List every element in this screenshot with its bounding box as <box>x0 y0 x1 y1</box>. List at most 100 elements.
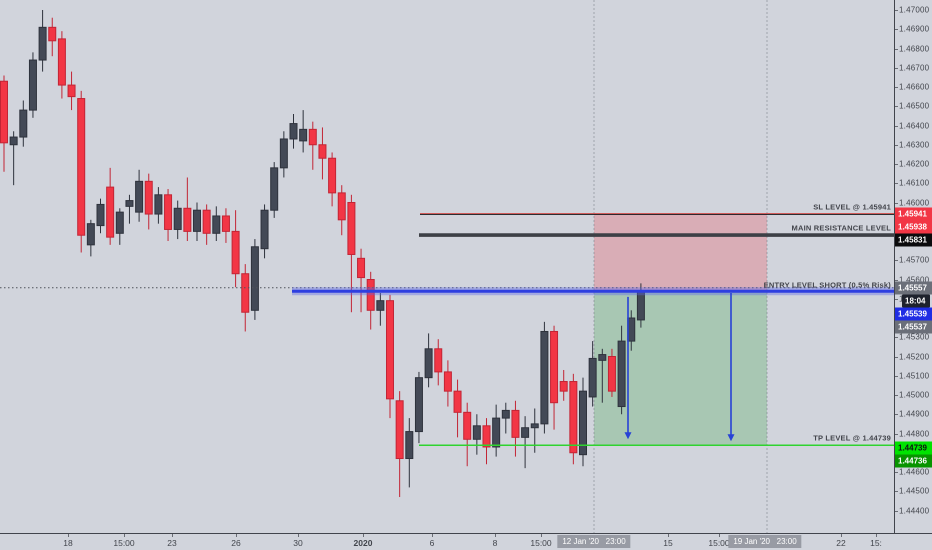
price-tick-mark <box>895 87 898 88</box>
entry-level-label: ENTRY LEVEL SHORT (0.5% Risk) <box>763 280 891 290</box>
price-level-badge: 1.45831 <box>895 233 932 247</box>
candle <box>472 414 481 455</box>
price-tick-mark <box>895 183 898 185</box>
candle <box>173 200 182 240</box>
candle <box>67 71 76 111</box>
time-tick-label: 26 <box>231 538 241 548</box>
price-level-badge: 1.45539 <box>895 307 932 321</box>
down-arrow[interactable] <box>624 296 632 440</box>
price-tick-label: 1.44400 <box>899 506 930 515</box>
price-tick-mark <box>895 125 898 127</box>
candle <box>337 185 346 236</box>
price-tick-mark <box>895 10 898 11</box>
price-tick-label: 1.46900 <box>899 24 930 34</box>
time-axis[interactable]: 18 15:00 23 26 30 2020 6 8 15:00 15 15:00 22 15: 12 J… <box>0 533 932 550</box>
price-tick-label: 1.46400 <box>899 121 930 130</box>
candle <box>48 17 57 57</box>
candle <box>598 348 607 403</box>
candle <box>501 402 510 434</box>
time-tick-mark <box>541 534 542 537</box>
price-tick-mark <box>895 202 898 204</box>
candle <box>414 371 423 444</box>
price-tick-mark <box>895 433 898 435</box>
candle <box>183 177 192 241</box>
candle <box>559 369 568 401</box>
main-resistance-label: MAIN RESISTANCE LEVEL <box>791 223 891 233</box>
candle <box>77 90 86 253</box>
candle <box>308 121 317 170</box>
candle <box>86 219 95 257</box>
candle <box>530 408 539 453</box>
candle <box>289 113 298 149</box>
candle <box>231 210 240 288</box>
candle <box>588 341 597 407</box>
time-tick-mark <box>841 534 842 537</box>
price-tick-mark <box>895 510 898 512</box>
candle <box>260 204 269 259</box>
price-tick-label: 1.46800 <box>899 44 930 53</box>
time-tick-label: 8 <box>492 538 498 548</box>
candle <box>511 400 520 457</box>
candle <box>318 127 327 180</box>
tp-level-label: TP LEVEL @ 1.44739 <box>813 433 891 443</box>
time-tick-label: 2020 <box>353 538 373 548</box>
time-tick-label: 15 <box>663 538 673 548</box>
down-arrow[interactable] <box>727 292 735 442</box>
candle <box>125 194 134 224</box>
candle <box>492 404 501 457</box>
candle <box>395 391 404 498</box>
price-tick-mark <box>895 337 898 339</box>
time-tick-label: 6 <box>429 538 435 548</box>
price-tick-label: 1.45200 <box>899 352 930 361</box>
price-tick-label: 1.46500 <box>899 101 930 111</box>
sl-level-label: SL LEVEL @ 1.45941 <box>813 202 891 212</box>
candle <box>202 204 211 245</box>
time-tick-mark <box>432 534 433 537</box>
candle <box>164 189 173 241</box>
candle <box>540 321 549 434</box>
candle <box>434 339 443 386</box>
bar-countdown-badge: 18:04 <box>902 294 930 308</box>
candle <box>299 110 308 153</box>
candle <box>550 325 559 430</box>
candle <box>569 373 578 465</box>
price-level-badge: 1.45941 <box>895 207 932 221</box>
candle <box>617 325 626 415</box>
price-tick-label: 1.46300 <box>899 140 930 150</box>
time-tick-label: 22 <box>836 538 846 548</box>
price-tick-mark <box>895 164 898 165</box>
candle <box>9 131 18 186</box>
time-tick-mark <box>172 534 173 537</box>
time-tick-label: 30 <box>293 538 303 548</box>
time-tick-mark <box>68 534 69 537</box>
price-tick-label: 1.44500 <box>899 486 930 496</box>
candle <box>482 418 491 465</box>
price-tick-mark <box>895 298 898 300</box>
price-tick-label: 1.46700 <box>899 63 930 73</box>
time-tick-mark <box>495 534 496 537</box>
price-tick-mark <box>895 375 898 377</box>
time-tick-label: 15:00 <box>113 538 135 548</box>
price-level-badge: 1.45557 <box>895 281 932 295</box>
price-tick-mark <box>895 395 898 396</box>
candle <box>0 75 8 172</box>
price-level-badge: 1.44736 <box>895 454 932 468</box>
candle <box>386 294 394 419</box>
price-tick-label: 1.44800 <box>899 429 930 438</box>
candle <box>135 169 144 222</box>
candle <box>115 208 124 245</box>
price-tick-mark <box>895 414 898 416</box>
price-axis[interactable]: 1.47000 1.46900 1.46800 1.46700 1.46600 1.465… <box>894 0 932 533</box>
candle <box>96 198 105 234</box>
price-tick-label: 1.44900 <box>899 409 930 419</box>
candle <box>443 360 452 407</box>
time-tick-mark <box>363 534 364 537</box>
time-tick-label: 15:00 <box>708 538 730 548</box>
time-anchor-badge: 12 Jan '20 23:00 <box>557 535 631 548</box>
time-tick-mark <box>124 534 125 537</box>
candle <box>250 239 259 320</box>
risk-box[interactable] <box>594 213 767 292</box>
time-tick-label: 15: <box>870 538 882 548</box>
price-tick-label: 1.45300 <box>899 332 930 342</box>
